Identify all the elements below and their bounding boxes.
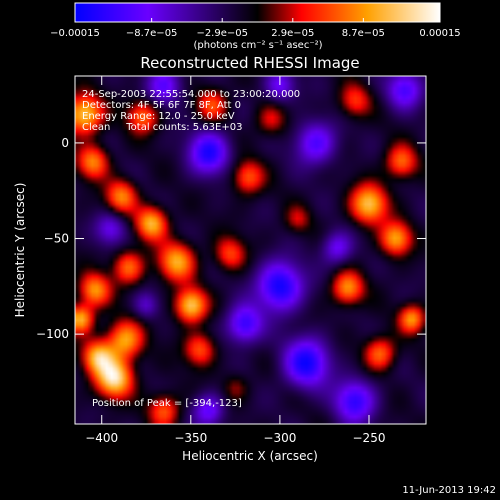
heatmap-image xyxy=(75,76,426,424)
colorbar-tick-label: 2.9e−05 xyxy=(271,28,314,39)
colorbar-tick-label: −2.9e−05 xyxy=(196,28,248,39)
y-tick-label: 0 xyxy=(61,136,69,150)
peak-position-label: Position of Peak = [-394,-123] xyxy=(92,398,242,409)
colorbar-tick-label: 8.7e−05 xyxy=(342,28,385,39)
annotation-detectors: Detectors: 4F 5F 6F 7F 8F, Att 0 xyxy=(82,100,241,111)
footer-timestamp: 11-Jun-2013 19:42 xyxy=(402,485,496,496)
plot-frame xyxy=(74,75,427,425)
colorbar-tick-label: −0.00015 xyxy=(50,28,100,39)
x-tick-label: −400 xyxy=(85,431,118,445)
colorbar-gradient xyxy=(74,2,441,23)
annotation-block: 24-Sep-2003 22:55:54.000 to 23:00:20.000… xyxy=(82,89,300,133)
x-tick-label: −350 xyxy=(174,431,207,445)
y-axis-label: Heliocentric Y (arcsec) xyxy=(13,183,27,318)
annotation-energy-range: Energy Range: 12.0 - 25.0 keV xyxy=(82,111,235,122)
annotation-clean-counts: Clean Total counts: 5.63E+03 xyxy=(82,122,242,133)
x-axis-label: Heliocentric X (arcsec) xyxy=(182,449,318,463)
colorbar: −0.00015 −8.7e−05 −2.9e−05 2.9e−05 8.7e−05 0.… xyxy=(50,2,461,51)
colorbar-ticks: −0.00015 −8.7e−05 −2.9e−05 2.9e−05 8.7e−05 0.… xyxy=(50,18,461,39)
x-tick-label: −250 xyxy=(353,431,386,445)
colorbar-unit-label: (photons cm⁻² s⁻¹ asec⁻²) xyxy=(193,40,322,51)
y-tick-label: −50 xyxy=(44,232,69,246)
annotation-time-range: 24-Sep-2003 22:55:54.000 to 23:00:20.000 xyxy=(82,89,300,100)
x-tick-label: −300 xyxy=(263,431,296,445)
plot-area: −400 −350 −300 −250 0 −50 −100 24-Sep-2003 22:… xyxy=(36,75,427,445)
colorbar-tick-label: 0.00015 xyxy=(419,28,460,39)
chart-title: Reconstructed RHESSI Image xyxy=(140,54,359,72)
colorbar-tick-label: −8.7e−05 xyxy=(126,28,178,39)
axis-ticks: −400 −350 −300 −250 0 −50 −100 xyxy=(36,76,426,445)
y-tick-label: −100 xyxy=(36,327,69,341)
